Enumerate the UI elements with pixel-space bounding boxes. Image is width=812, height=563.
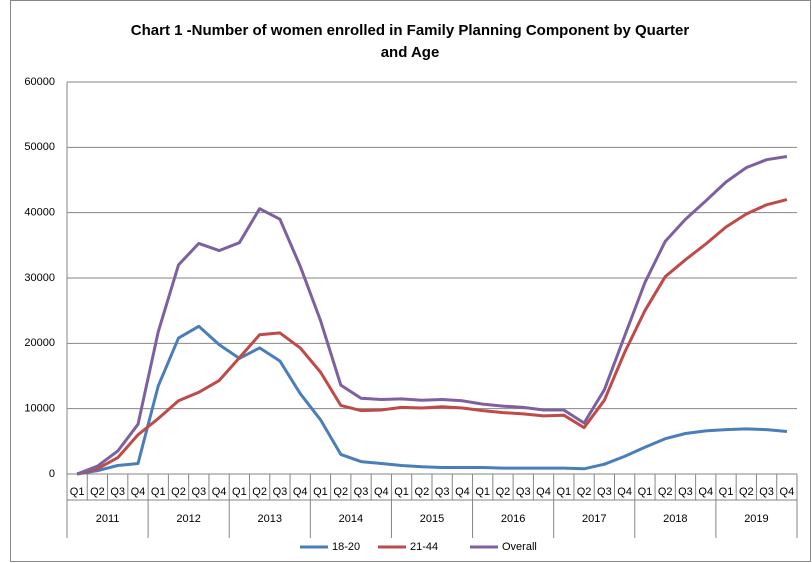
x-group-label: 2019	[744, 513, 768, 525]
x-tick-label: Q1	[70, 486, 85, 498]
x-tick-label: Q3	[678, 486, 693, 498]
x-tick-label: Q3	[516, 486, 531, 498]
series-line	[76, 198, 788, 476]
x-tick-label: Q3	[110, 486, 125, 498]
x-tick-label: Q4	[536, 486, 551, 498]
x-group-label: 2014	[339, 513, 363, 525]
x-tick-label: Q1	[394, 486, 409, 498]
x-tick-label: Q1	[151, 486, 166, 498]
y-tick-label: 0	[49, 468, 55, 480]
series-line	[76, 155, 788, 476]
x-tick-label: Q4	[212, 486, 227, 498]
y-tick-label: 60000	[24, 76, 55, 88]
x-tick-label: Q1	[638, 486, 653, 498]
x-tick-label: Q2	[90, 486, 105, 498]
x-tick-label: Q4	[455, 486, 470, 498]
x-tick-label: Q3	[273, 486, 288, 498]
x-group-label: 2017	[582, 513, 606, 525]
x-tick-label: Q3	[354, 486, 369, 498]
y-tick-label: 50000	[24, 141, 55, 153]
x-tick-label: Q4	[374, 486, 389, 498]
y-tick-label: 20000	[24, 337, 55, 349]
x-tick-label: Q4	[780, 486, 795, 498]
x-tick-label: Q1	[556, 486, 571, 498]
x-tick-label: Q2	[333, 486, 348, 498]
x-tick-label: Q2	[739, 486, 754, 498]
x-tick-label: Q3	[435, 486, 450, 498]
x-tick-label: Q2	[496, 486, 511, 498]
x-tick-label: Q4	[698, 486, 713, 498]
legend-label: Overall	[502, 541, 537, 553]
x-tick-label: Q3	[759, 486, 774, 498]
x-tick-label: Q2	[577, 486, 592, 498]
series-line	[76, 324, 788, 476]
x-group-label: 2018	[663, 513, 687, 525]
y-tick-label: 30000	[24, 272, 55, 284]
chart-title: Chart 1 -Number of women enrolled in Fam…	[131, 22, 690, 39]
x-group-label: 2011	[96, 513, 120, 525]
x-tick-label: Q3	[191, 486, 206, 498]
y-tick-label: 10000	[24, 403, 55, 415]
x-tick-label: Q1	[313, 486, 328, 498]
legend-label: 21-44	[410, 541, 438, 553]
x-tick-label: Q2	[415, 486, 430, 498]
x-group-label: 2016	[501, 513, 525, 525]
legend-label: 18-20	[332, 541, 360, 553]
x-group-label: 2013	[258, 513, 282, 525]
x-tick-label: Q1	[475, 486, 490, 498]
chart-title: and Age	[381, 44, 440, 61]
x-tick-label: Q4	[293, 486, 308, 498]
x-tick-label: Q4	[617, 486, 632, 498]
chart-border	[10, 0, 811, 562]
x-tick-label: Q2	[171, 486, 186, 498]
x-tick-label: Q3	[597, 486, 612, 498]
y-tick-label: 40000	[24, 207, 55, 219]
x-tick-label: Q2	[658, 486, 673, 498]
x-tick-label: Q1	[232, 486, 247, 498]
x-group-label: 2012	[176, 513, 200, 525]
x-tick-label: Q2	[252, 486, 267, 498]
x-tick-label: Q4	[131, 486, 146, 498]
x-group-label: 2015	[420, 513, 444, 525]
x-tick-label: Q1	[719, 486, 734, 498]
